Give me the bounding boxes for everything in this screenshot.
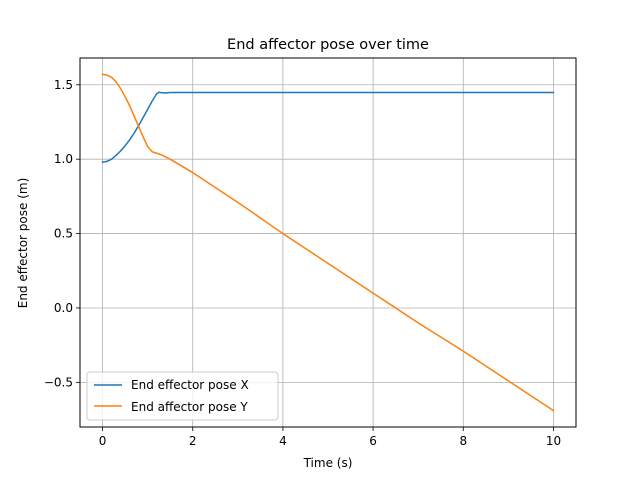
legend-label-pose-y: End affector pose Y [131, 400, 248, 414]
y-tick-label: 1.5 [54, 78, 73, 92]
y-tick-label: 0.0 [54, 301, 73, 315]
legend: End effector pose X End affector pose Y [86, 371, 279, 421]
legend-label-pose-x: End effector pose X [131, 378, 249, 392]
y-tick-label: 0.5 [54, 227, 73, 241]
series-lines [101, 73, 555, 412]
x-axis-label: Time (s) [303, 456, 353, 470]
y-axis-label: End effector pose (m) [16, 178, 30, 309]
x-axis-ticks: 0 2 4 6 8 10 [99, 427, 561, 448]
chart-title: End affector pose over time [227, 37, 429, 53]
series-line-1 [101, 73, 555, 412]
y-axis-ticks: −0.5 0.0 0.5 1.0 1.5 [44, 78, 80, 389]
x-tick-label: 0 [99, 434, 107, 448]
x-tick-label: 4 [279, 434, 287, 448]
grid [80, 58, 576, 427]
x-tick-label: 6 [369, 434, 377, 448]
x-tick-label: 10 [546, 434, 561, 448]
x-tick-label: 2 [189, 434, 197, 448]
plot-area-frame [79, 57, 577, 428]
y-tick-label: 1.0 [54, 152, 73, 166]
x-tick-label: 8 [459, 434, 467, 448]
y-tick-label: −0.5 [44, 375, 73, 389]
series-line-0 [101, 91, 555, 164]
legend-box [86, 371, 279, 421]
